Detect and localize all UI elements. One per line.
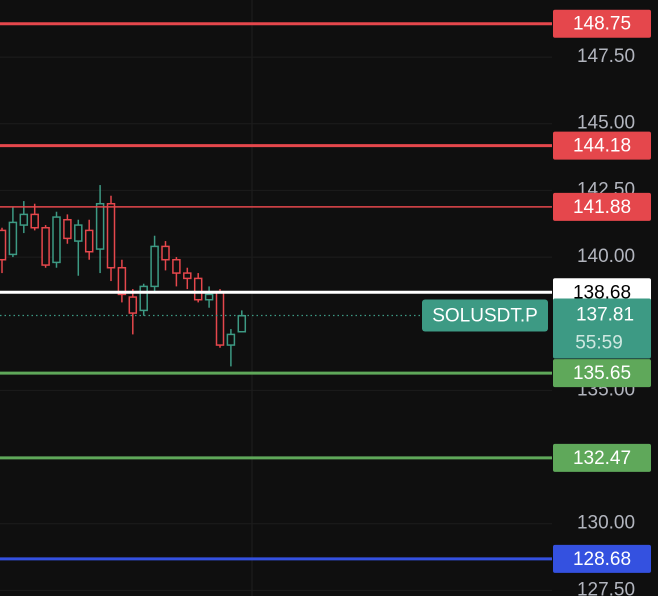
price-level-label: 138.68 <box>573 282 631 303</box>
candle-body <box>30 213 39 229</box>
candle-body <box>95 202 105 250</box>
candle-body <box>74 224 83 242</box>
candle-body <box>139 285 148 312</box>
candle-body <box>237 314 247 333</box>
candle-body <box>84 229 94 253</box>
candle-body <box>183 272 192 280</box>
candle-body <box>193 277 203 301</box>
candle-body <box>63 218 72 240</box>
candle-body <box>19 213 29 226</box>
symbol-label: SOLUSDT.P <box>432 305 538 326</box>
candle-body <box>106 202 116 269</box>
candle-body <box>150 245 159 288</box>
candle-body <box>0 229 7 261</box>
price-level-badge <box>553 192 651 221</box>
y-tick-label: 130.00 <box>577 513 635 534</box>
price-level-label: 144.18 <box>573 136 631 157</box>
price-level-badge <box>553 131 651 160</box>
price-level-badge <box>553 544 651 573</box>
candle-body <box>172 258 181 274</box>
y-tick-label: 140.00 <box>577 246 635 267</box>
y-tick-label: 147.50 <box>577 46 635 67</box>
candle-body <box>215 290 225 346</box>
symbol-badge <box>422 299 548 332</box>
candle-body <box>41 226 50 266</box>
last-price-label: 137.81 <box>576 304 634 325</box>
candle-body <box>226 333 236 346</box>
countdown-label: 55:59 <box>575 332 623 353</box>
price-level-badge <box>553 359 651 388</box>
price-level-label: 128.68 <box>573 549 631 570</box>
candle-body <box>161 245 170 261</box>
y-tick-label: 145.00 <box>577 113 635 134</box>
price-level-label: 148.75 <box>573 14 631 35</box>
price-level-badge <box>553 443 651 472</box>
price-level-badge <box>553 9 651 38</box>
candle-body <box>128 296 138 314</box>
price-level-label: 135.65 <box>573 363 631 384</box>
candle-body <box>8 221 18 256</box>
candle-body <box>52 216 61 264</box>
price-level-label: 132.47 <box>573 448 631 469</box>
y-tick-label: 127.50 <box>577 579 635 596</box>
last-price-badge <box>553 298 651 359</box>
candle-body <box>204 293 214 301</box>
price-level-label: 141.88 <box>573 197 631 218</box>
candle-body <box>117 266 127 296</box>
